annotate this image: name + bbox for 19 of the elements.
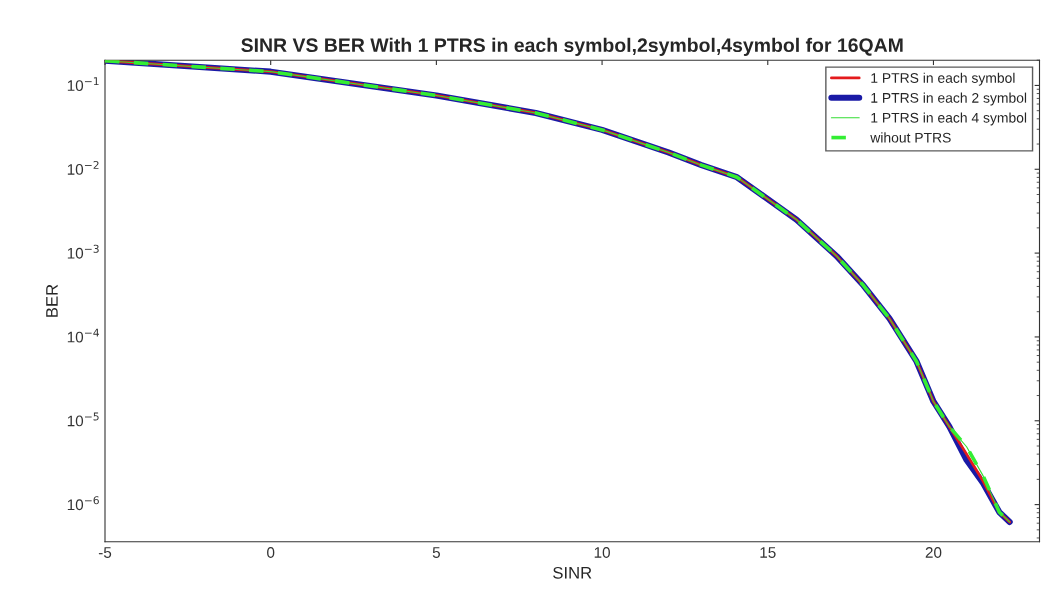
x-tick-label: 5 [432, 547, 440, 558]
y-tick-label: 10$^{−3}$ [67, 244, 99, 259]
x-axis-title: SINR [553, 566, 592, 579]
y-tick-label: 10$^{−5}$ [67, 412, 99, 427]
x-tick-label: 15 [760, 547, 776, 558]
legend-label: 1 PTRS in each 4 symbol [871, 112, 1027, 126]
y-tick-label: 10$^{−6}$ [67, 496, 99, 511]
legend-label: wihout PTRS [870, 132, 951, 143]
x-tick-label: 0 [267, 547, 275, 558]
x-tick-label: 20 [925, 547, 942, 558]
chart-title: SINR VS BER With 1 PTRS in each symbol,2symbol,4symbol for 16QAM [241, 37, 903, 56]
y-tick-label: 10$^{−4}$ [67, 328, 99, 343]
y-tick-label: 10$^{−2}$ [67, 160, 99, 175]
legend-label: 1 PTRS in each symbol [871, 72, 1015, 86]
x-tick-label: 10 [594, 547, 610, 558]
y-axis-title: BER [46, 284, 58, 317]
legend-label: 1 PTRS in each 2 symbol [871, 92, 1027, 106]
x-tick-label: -5 [98, 547, 112, 558]
y-tick-label: 10$^{−1}$ [67, 77, 99, 92]
